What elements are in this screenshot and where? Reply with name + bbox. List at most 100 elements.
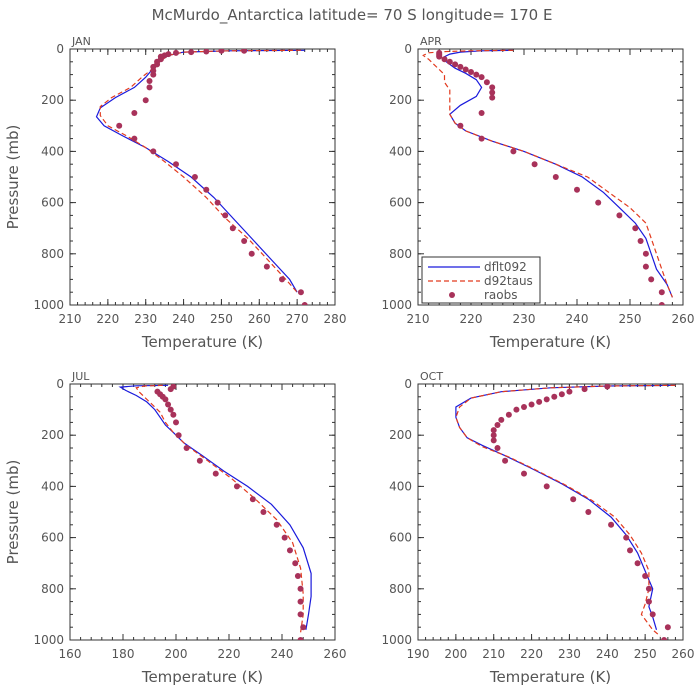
raobs-point — [167, 406, 174, 413]
x-tick-label: 250 — [619, 312, 642, 326]
x-tick-label: 220 — [218, 647, 241, 661]
raobs-point — [173, 49, 179, 56]
raobs-point — [627, 547, 633, 554]
raobs-point — [229, 225, 236, 232]
x-tick-label: 260 — [672, 312, 695, 326]
raobs-point — [498, 416, 505, 423]
d92taus-line — [99, 49, 301, 293]
raobs-point — [637, 238, 644, 244]
raobs-point — [490, 432, 497, 439]
raobs-point — [543, 396, 550, 403]
raobs-point — [513, 406, 520, 413]
raobs-point — [521, 404, 527, 411]
y-tick-label: 1000 — [33, 298, 64, 312]
y-tick-label: 200 — [41, 93, 64, 107]
raobs-point — [203, 49, 210, 55]
raobs-point — [249, 496, 256, 503]
x-tick-label: 220 — [520, 647, 543, 661]
x-tick-label: 240 — [566, 312, 589, 326]
dflt092-line — [118, 384, 312, 630]
raobs-point — [436, 53, 443, 60]
panel-label: APR — [420, 35, 442, 48]
raobs-point — [558, 391, 565, 398]
x-tick-label: 200 — [165, 647, 188, 661]
raobs-point — [645, 585, 652, 592]
panel-jul: JUL 160 180 200 220 240 260 0 200 400 600 800 1000 Te… — [4, 370, 346, 686]
raobs-point — [664, 624, 671, 631]
legend-box — [421, 256, 541, 304]
raobs-point — [165, 401, 172, 408]
raobs-point — [473, 71, 480, 78]
x-tick-label: 210 — [407, 312, 430, 326]
raobs-point — [241, 238, 248, 244]
raobs-point — [188, 49, 195, 56]
raobs-point — [300, 624, 307, 631]
plot-frame — [69, 383, 336, 641]
raobs-point — [483, 79, 490, 86]
y-tick-label: 400 — [41, 144, 64, 158]
raobs-point — [494, 421, 501, 428]
raobs-point — [521, 470, 527, 477]
raobs-point — [478, 110, 485, 116]
y-tick-label: 800 — [389, 582, 412, 596]
raobs-point — [543, 483, 550, 490]
x-axis-title: Temperature (K) — [489, 668, 611, 686]
raobs-point — [218, 49, 225, 54]
raobs-point — [222, 212, 229, 219]
raobs-point — [150, 71, 157, 78]
raobs-point — [490, 437, 497, 444]
x-tick-label: 260 — [324, 647, 347, 661]
panel-oct: OCT 190 200 210 220 230 240 250 260 0 200 400 600 800… — [381, 370, 694, 686]
raobs-point — [528, 401, 535, 408]
raobs-point — [623, 534, 630, 541]
d92taus-line — [455, 384, 676, 637]
raobs-point — [273, 521, 280, 528]
raobs-point — [142, 97, 149, 104]
y-tick-label: 1000 — [381, 633, 412, 647]
dflt092-line — [455, 384, 676, 630]
raobs-point — [462, 66, 469, 73]
x-tick-label: 230 — [513, 312, 536, 326]
y-tick-label: 200 — [389, 428, 412, 442]
y-tick-label: 400 — [389, 479, 412, 493]
raobs-point — [196, 457, 203, 464]
raobs-point — [489, 89, 496, 96]
legend-label: d92taus — [484, 274, 533, 288]
raobs-point — [642, 250, 649, 257]
y-tick-label: 800 — [389, 247, 412, 261]
raobs-point — [170, 411, 177, 418]
raobs-point — [297, 289, 304, 296]
raobs-point — [292, 560, 299, 567]
raobs-point — [301, 302, 308, 305]
raobs-point — [649, 611, 656, 618]
raobs-point — [489, 84, 496, 91]
x-tick-label: 270 — [286, 312, 309, 326]
raobs-point — [146, 84, 153, 91]
x-tick-label: 190 — [407, 647, 430, 661]
x-axis-title: Temperature (K) — [489, 333, 611, 351]
series-group — [118, 384, 312, 640]
y-axis-title: Pressure (mb) — [4, 125, 22, 230]
y-tick-label: 400 — [41, 479, 64, 493]
y-tick-label: 800 — [41, 582, 64, 596]
raobs-point — [566, 388, 573, 395]
x-tick-label: 230 — [558, 647, 581, 661]
y-tick-label: 1000 — [381, 298, 412, 312]
raobs-point — [248, 250, 255, 257]
raobs-point — [150, 148, 157, 155]
raobs-point — [263, 263, 270, 270]
y-axis-title: Pressure (mb) — [4, 460, 22, 565]
x-tick-label: 200 — [444, 647, 467, 661]
raobs-point — [297, 585, 304, 592]
raobs-point — [183, 445, 190, 451]
raobs-point — [531, 161, 538, 168]
raobs-point — [116, 122, 123, 129]
raobs-point — [505, 411, 512, 418]
raobs-point — [279, 276, 285, 283]
x-tick-label: 250 — [634, 647, 657, 661]
raobs-point — [595, 199, 602, 206]
raobs-point — [658, 302, 665, 305]
y-tick-label: 0 — [404, 42, 412, 56]
